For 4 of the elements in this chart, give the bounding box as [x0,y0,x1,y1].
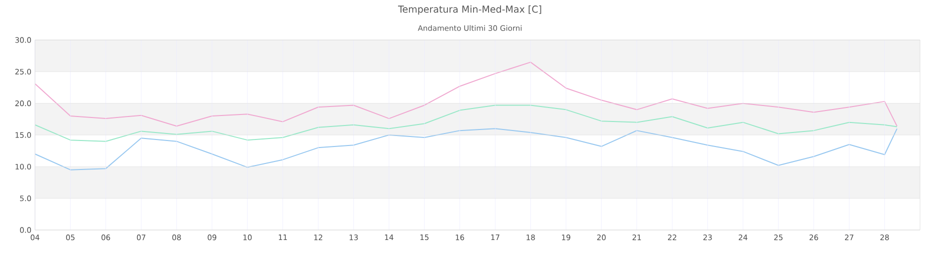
line-series [35,104,898,142]
line-series [35,128,898,170]
chart-title: Temperatura Min-Med-Max [C] [398,5,542,15]
line-series [35,62,898,127]
